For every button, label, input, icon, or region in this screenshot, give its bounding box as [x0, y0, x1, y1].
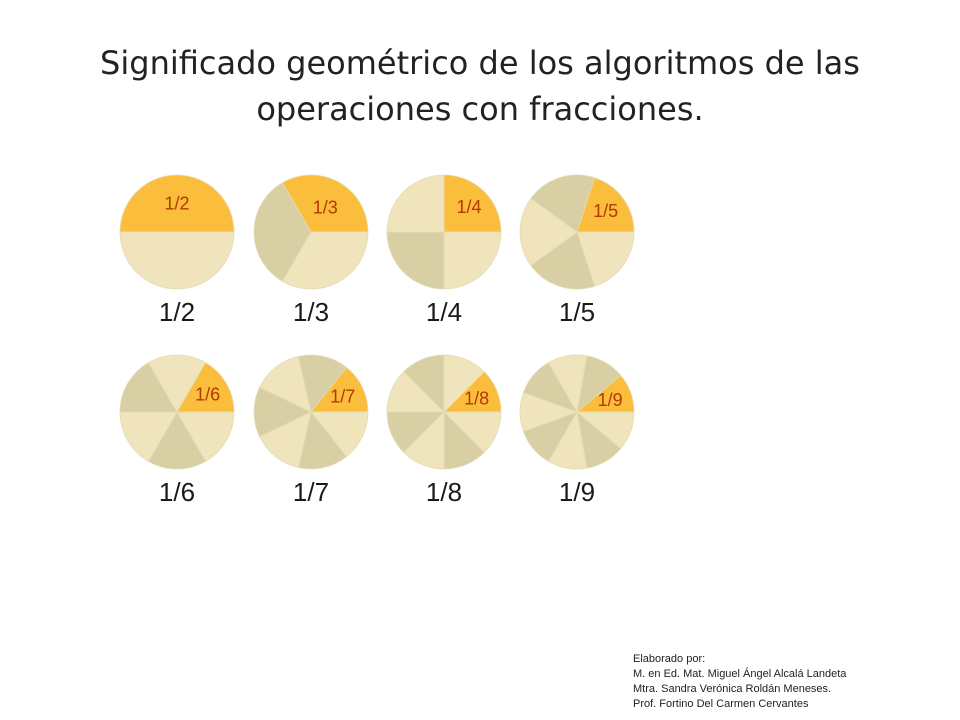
pie-6-highlight-slice [176, 362, 235, 413]
credits-author-1: M. en Ed. Mat. Miguel Ángel Alcalá Lande… [633, 668, 847, 680]
pie-3-slice [253, 182, 312, 282]
pie-8-slice [443, 354, 485, 413]
pie-5-caption: 1/5 [559, 297, 595, 327]
credits-author-2: Mtra. Sandra Verónica Roldán Meneses. [633, 683, 832, 695]
pie-4: 1/4 1/4 [386, 174, 502, 327]
pie-9: 1/9 1/9 [519, 354, 635, 507]
pie-5-slice [530, 174, 596, 233]
pie-6-slice [147, 411, 207, 470]
pie-9-slice [576, 355, 622, 414]
slide-title: Significado geométrico de los algoritmos… [60, 40, 900, 132]
slide-title-line-2: operaciones con fracciones. [256, 90, 704, 128]
pie-4-caption: 1/4 [426, 297, 462, 327]
pie-8: 1/8 1/8 [386, 354, 502, 507]
pie-4-slice [443, 231, 502, 290]
credits-block: Elaborado por: M. en Ed. Mat. Miguel Áng… [633, 652, 846, 712]
pie-7-slice [259, 355, 312, 413]
pie-6-slice [119, 362, 178, 413]
pie-3-slice [281, 231, 369, 290]
pie-7-caption: 1/7 [293, 477, 329, 507]
pie-6-slice [119, 411, 178, 462]
pie-8-caption: 1/8 [426, 477, 462, 507]
pie-4-slice-label: 1/4 [456, 197, 481, 217]
pie-7-slice [253, 386, 312, 438]
pie-6-slice [147, 354, 207, 413]
pie-2-slice [119, 231, 235, 290]
pie-2-highlight-slice [119, 174, 235, 233]
pie-5-slice [576, 231, 635, 287]
pie-7-slice-label: 1/7 [330, 387, 355, 407]
pie-6: 1/6 1/6 [119, 354, 235, 507]
pie-7-slice [297, 354, 348, 413]
pie-7-slice [297, 411, 348, 470]
pie-8-slice-label: 1/8 [464, 389, 489, 409]
pie-5-slice-label: 1/5 [593, 201, 618, 221]
pie-5-slice [530, 231, 596, 290]
pie-2-slice-label: 1/2 [164, 194, 189, 214]
pie-9-slice-label: 1/9 [598, 390, 623, 410]
credits-author-3: Prof. Fortino Del Carmen Cervantes [633, 698, 809, 710]
pie-2-caption: 1/2 [159, 297, 195, 327]
pie-3-highlight-slice [281, 174, 369, 233]
pie-6-slice-label: 1/6 [195, 384, 220, 404]
pie-7: 1/7 1/7 [253, 354, 369, 507]
pie-7-slice [259, 411, 312, 469]
pie-2: 1/2 1/2 [119, 174, 235, 327]
pie-3-caption: 1/3 [293, 297, 329, 327]
pie-4-highlight-slice [443, 174, 502, 233]
pie-5-slice [519, 197, 578, 267]
credits-heading: Elaborado por: [633, 653, 706, 665]
pie-9-caption: 1/9 [559, 477, 595, 507]
pie-3: 1/3 1/3 [253, 174, 369, 327]
pie-4-slice [386, 231, 445, 290]
slide-title-line-1: Significado geométrico de los algoritmos… [100, 44, 860, 82]
pie-5: 1/5 1/5 [519, 174, 635, 327]
pie-3-slice-label: 1/3 [313, 197, 338, 217]
pie-5-highlight-slice [576, 177, 635, 233]
pie-6-caption: 1/6 [159, 477, 195, 507]
pie-4-slice [386, 174, 445, 233]
fraction-pies-diagram: 1/21/21/31/31/41/41/51/51/61/61/71/71/81… [119, 174, 635, 507]
pie-7-highlight-slice [310, 366, 369, 413]
pie-6-slice [176, 411, 235, 462]
pie-7-slice [310, 411, 369, 458]
